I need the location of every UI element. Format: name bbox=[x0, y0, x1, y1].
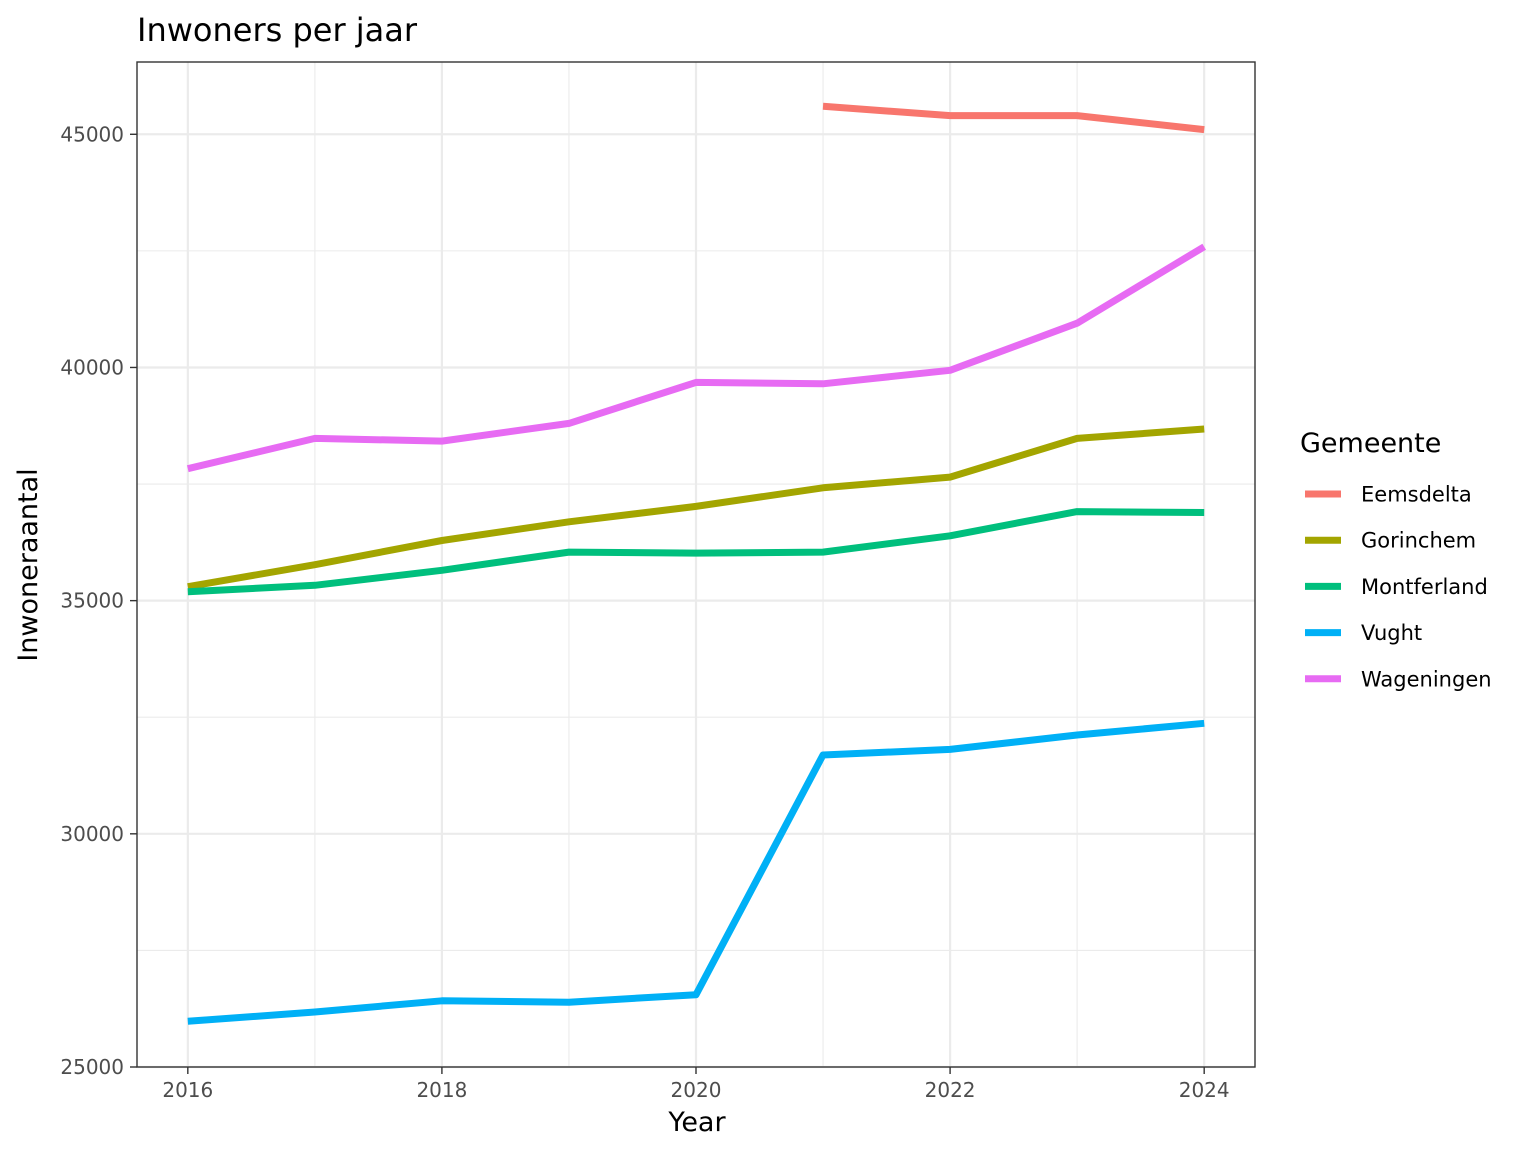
legend-label-vught: Vught bbox=[1361, 621, 1422, 645]
legend-label-eemsdelta: Eemsdelta bbox=[1361, 483, 1472, 507]
legend-label-gorinchem: Gorinchem bbox=[1361, 529, 1476, 553]
y-tick-label: 35000 bbox=[60, 589, 124, 613]
series-line-montferland bbox=[187, 508, 1205, 596]
x-tick-label: 2020 bbox=[671, 1078, 722, 1102]
y-tick-label: 25000 bbox=[60, 1055, 124, 1079]
y-axis: 25000 30000 35000 40000 45000 bbox=[60, 122, 137, 1079]
x-tick-label: 2018 bbox=[416, 1078, 467, 1102]
x-axis: 2016 2018 2020 2022 2024 bbox=[162, 1067, 1230, 1102]
y-tick-label: 45000 bbox=[60, 122, 124, 146]
x-tick-label: 2022 bbox=[925, 1078, 976, 1102]
y-tick-label: 30000 bbox=[60, 822, 124, 846]
series-line-wageningen bbox=[186, 243, 1207, 473]
series-line-vught bbox=[187, 719, 1205, 1025]
y-tick-label: 40000 bbox=[60, 355, 124, 379]
chart-title: Inwoners per jaar bbox=[137, 11, 418, 49]
series-line-eemsdelta bbox=[822, 102, 1205, 134]
series-lines bbox=[186, 102, 1207, 1025]
x-axis-title: Year bbox=[667, 1107, 726, 1138]
legend-title: Gemeente bbox=[1300, 428, 1441, 459]
series-line-gorinchem bbox=[187, 425, 1205, 591]
legend-label-montferland: Montferland bbox=[1361, 575, 1488, 599]
legend: Gemeente Eemsdelta Gorinchem Montferland Vu… bbox=[1300, 428, 1492, 691]
y-axis-title: Inwoneraantal bbox=[13, 468, 44, 661]
x-tick-label: 2024 bbox=[1179, 1078, 1230, 1102]
legend-label-wageningen: Wageningen bbox=[1361, 667, 1492, 691]
x-tick-label: 2016 bbox=[162, 1078, 213, 1102]
